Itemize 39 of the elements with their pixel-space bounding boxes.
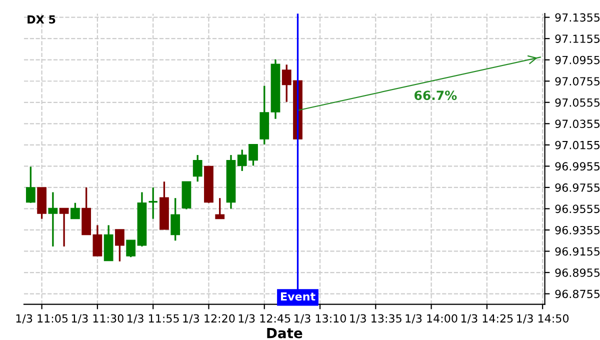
y-tick-label: 96.9555 <box>555 204 600 214</box>
y-tick-label: 97.0755 <box>555 77 600 86</box>
x-tick-label: 1/3 12:45 <box>238 314 290 324</box>
x-tick-label: 1/3 14:00 <box>406 314 458 324</box>
x-axis-title: Date <box>267 328 302 338</box>
x-tick-label: 1/3 12:20 <box>183 314 235 324</box>
candlestick <box>115 228 124 262</box>
x-tick-label: 1/3 11:30 <box>72 314 124 324</box>
y-tick-label: 96.8955 <box>555 268 600 277</box>
y-tick-label: 96.8755 <box>555 290 600 298</box>
x-tick-label: 1/3 11:55 <box>128 314 179 324</box>
candlestick <box>148 186 158 220</box>
x-tick-label: 1/3 11:05 <box>16 314 68 324</box>
candlestick <box>92 224 102 257</box>
y-tick-label: 97.0155 <box>555 140 600 150</box>
annotation: 66.7% <box>414 90 457 100</box>
y-tick-label: 97.1155 <box>555 34 600 43</box>
candlestick <box>59 207 69 248</box>
candlestick <box>192 154 202 182</box>
x-tick-label: 1/3 14:25 <box>461 314 513 324</box>
candlestick <box>170 197 180 242</box>
y-tick-label: 96.9755 <box>555 183 600 192</box>
y-tick-label: 97.1355 <box>555 13 600 22</box>
candlestick <box>70 202 80 220</box>
x-tick-label: 1/3 13:10 <box>294 314 346 324</box>
ref-line-label: Event <box>280 292 316 301</box>
y-tick-label: 96.9155 <box>555 247 600 256</box>
y-tick-label: 96.9955 <box>555 162 600 171</box>
candlestick <box>215 197 225 220</box>
candlestick <box>48 191 58 248</box>
candlestick <box>26 166 36 204</box>
x-tick-label: 1/3 14:50 <box>517 314 569 324</box>
y-tick-label: 97.0555 <box>555 98 600 107</box>
y-tick-label: 97.0355 <box>555 120 600 128</box>
candlestick <box>126 239 136 258</box>
y-tick-label: 96.9355 <box>555 226 600 234</box>
y-tick-label: 97.0955 <box>555 56 600 64</box>
x-tick-label: 1/3 13:35 <box>350 314 402 324</box>
chart-title: DX 5 <box>28 15 56 24</box>
